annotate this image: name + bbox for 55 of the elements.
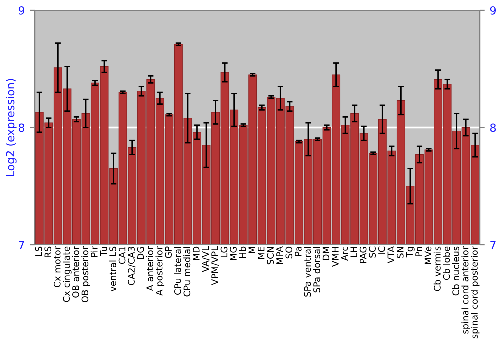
y-tick-label: 8 <box>18 124 25 132</box>
x-tick-label: Pa <box>295 247 302 256</box>
x-tick-label: MD <box>193 246 200 260</box>
x-tick-label: SPa ventral <box>304 247 312 297</box>
x-tick-label: Cb lobe <box>443 246 450 280</box>
x-tick-label: spinal cord anterior <box>462 246 470 334</box>
x-tick-label: OB anterior <box>72 246 80 298</box>
y-axis-title: Log2 (expression) <box>6 79 17 176</box>
x-tick-label: PAG <box>360 247 367 264</box>
x-tick-label: Cb vermis <box>434 246 441 292</box>
y2-tick-label: 7 <box>490 241 496 250</box>
y-tick-label: 7 <box>19 241 24 250</box>
x-tick-label: Pn <box>416 247 422 257</box>
x-tick-label: A posterior <box>156 246 165 296</box>
x-tick-label: CA2/CA3 <box>128 247 136 286</box>
x-tick-label: M <box>248 247 256 254</box>
x-tick-label: RS <box>44 246 52 258</box>
x-tick-label: SO <box>286 246 293 259</box>
x-tick-label: DM <box>322 247 330 260</box>
x-tick-label: SPa dorsal <box>313 247 320 293</box>
x-tick-label: DG <box>137 247 144 260</box>
x-tick-label: VTA <box>388 246 394 264</box>
x-tick-label: VMH <box>332 247 339 268</box>
x-tick-label: CPu lateral <box>174 247 182 295</box>
x-tick-label: VPM/VPL <box>212 246 220 286</box>
x-tick-label: Hb <box>239 246 246 258</box>
y2-tick-label: 9 <box>490 6 496 15</box>
x-tick-label: OB posterior <box>82 246 90 303</box>
y2-tick-label: 8 <box>490 124 496 132</box>
x-tick-label: ME <box>258 246 265 259</box>
x-tick-label: SN <box>396 247 404 258</box>
x-tick-label: Cx motor <box>54 246 61 288</box>
x-tick-label: CPu medial <box>184 247 191 297</box>
x-tick-label: ventral LS <box>109 246 116 292</box>
y-tick-label: 9 <box>18 6 24 15</box>
x-tick-label: A anterior <box>146 246 154 292</box>
x-tick-label: LG <box>220 247 228 258</box>
x-tick-label: Tu <box>100 247 108 256</box>
x-tick-label: MG <box>230 247 237 260</box>
x-tick-label: Cx cingulate <box>63 246 72 302</box>
x-tick-label: SCN <box>267 247 274 265</box>
x-tick-label: CA1 <box>118 247 126 264</box>
x-tick-label: Arc <box>341 246 348 261</box>
x-tick-label: Cb nucleus <box>452 246 460 296</box>
x-tick-label: Tg <box>406 247 415 258</box>
x-tick-label: LH <box>350 247 358 258</box>
x-tick-label: GP <box>165 246 172 258</box>
x-tick-label: IC <box>378 246 386 254</box>
x-tick-label: Pir <box>90 246 98 257</box>
x-tick-label: MPA <box>276 246 284 264</box>
x-tick-label: LS <box>35 246 42 256</box>
x-tick-label: MVe <box>424 246 432 264</box>
x-tick-label: SC <box>369 246 376 258</box>
x-tick-label: spinal cord posterior <box>470 246 480 339</box>
x-tick-label: VA/VL <box>202 246 210 272</box>
